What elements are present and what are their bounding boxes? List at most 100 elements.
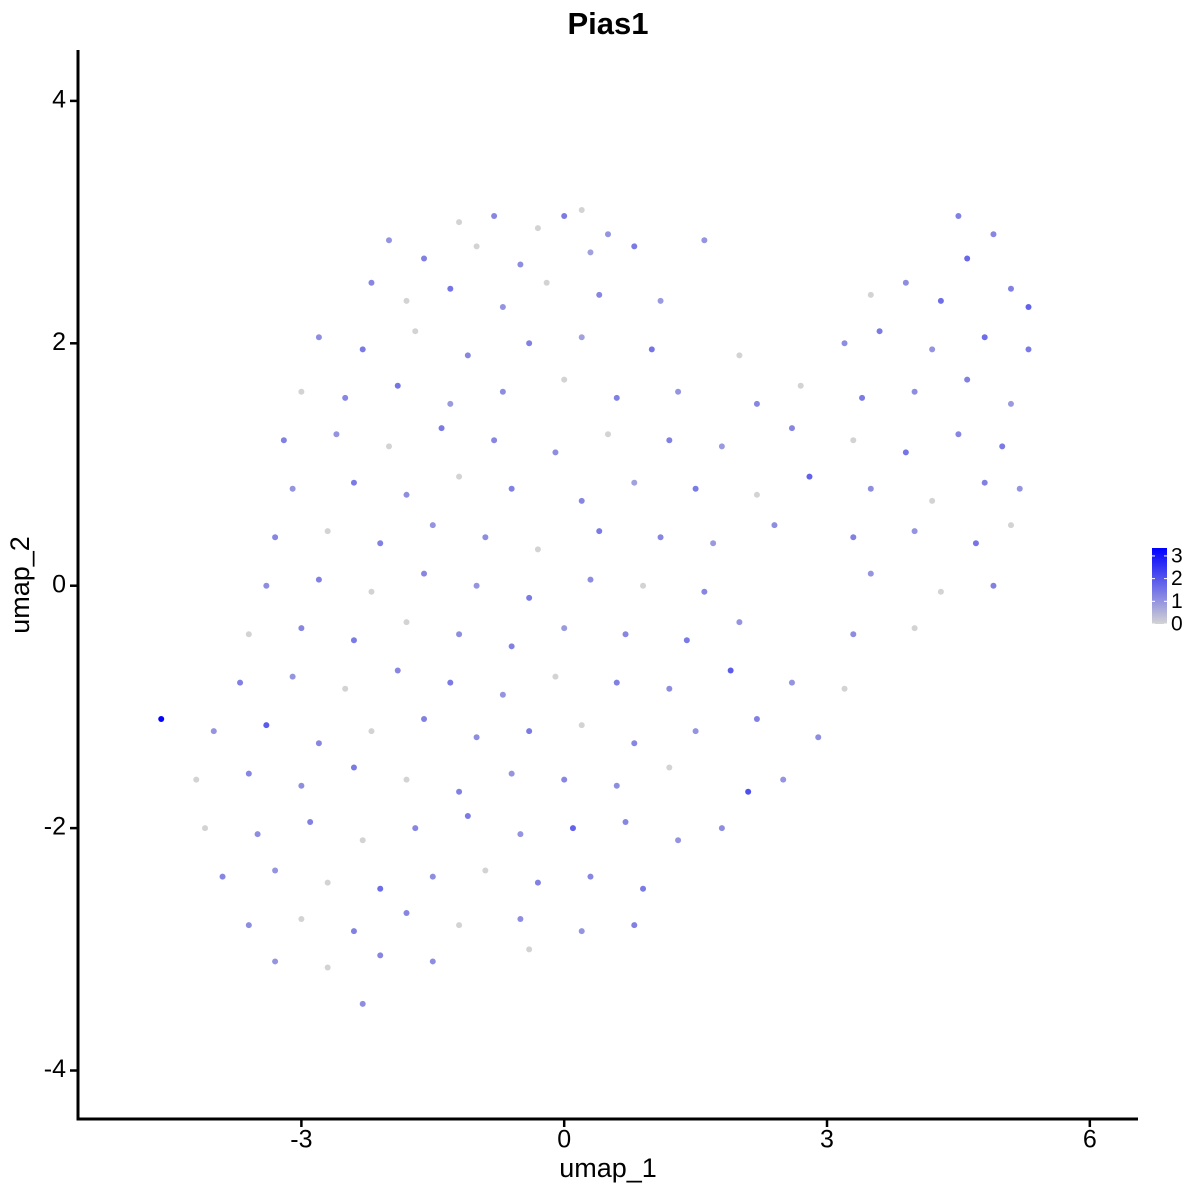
point xyxy=(403,909,410,916)
point xyxy=(788,679,795,686)
y-axis-title: umap_2 xyxy=(5,536,35,634)
point xyxy=(964,376,971,383)
point xyxy=(193,776,200,783)
point xyxy=(342,394,349,401)
point xyxy=(368,279,375,286)
point xyxy=(526,728,533,735)
point xyxy=(482,867,489,874)
point xyxy=(526,946,533,953)
point xyxy=(464,352,471,359)
x-tick-label: -3 xyxy=(290,1126,312,1154)
point xyxy=(491,213,498,220)
y-tick-label: 2 xyxy=(52,328,66,356)
colorbar-tick-label: 3 xyxy=(1171,544,1183,567)
point xyxy=(657,534,664,541)
point xyxy=(517,916,524,923)
point xyxy=(972,540,979,547)
point xyxy=(456,788,463,795)
colorbar-tick-label: 0 xyxy=(1171,613,1183,636)
point xyxy=(657,297,664,304)
point xyxy=(298,625,305,632)
point xyxy=(666,764,673,771)
point xyxy=(1007,285,1014,292)
point xyxy=(350,928,357,935)
point xyxy=(499,388,506,395)
point xyxy=(648,346,655,353)
point xyxy=(850,631,857,638)
point xyxy=(911,388,918,395)
colorbar-gradient xyxy=(1152,548,1167,624)
point xyxy=(237,679,244,686)
point xyxy=(613,394,620,401)
point xyxy=(753,491,760,498)
point xyxy=(508,770,515,777)
point xyxy=(377,540,384,547)
point xyxy=(385,237,392,244)
point xyxy=(324,964,331,971)
point xyxy=(745,788,752,795)
point xyxy=(272,958,279,965)
points xyxy=(158,206,1032,1007)
point xyxy=(447,679,454,686)
point xyxy=(631,922,638,929)
point xyxy=(508,643,515,650)
point xyxy=(289,673,296,680)
point xyxy=(403,619,410,626)
point xyxy=(929,497,936,504)
point xyxy=(333,431,340,438)
point xyxy=(499,303,506,310)
point xyxy=(438,425,445,432)
point xyxy=(613,679,620,686)
point xyxy=(622,631,629,638)
point xyxy=(377,885,384,892)
point xyxy=(298,388,305,395)
point xyxy=(245,631,252,638)
point xyxy=(350,479,357,486)
point xyxy=(561,625,568,632)
point xyxy=(421,570,428,577)
point xyxy=(815,734,822,741)
point xyxy=(456,631,463,638)
point xyxy=(850,534,857,541)
point xyxy=(631,243,638,250)
point xyxy=(990,231,997,238)
point xyxy=(666,437,673,444)
point xyxy=(272,867,279,874)
point xyxy=(902,279,909,286)
point xyxy=(359,346,366,353)
point xyxy=(272,534,279,541)
point xyxy=(929,346,936,353)
point xyxy=(718,443,725,450)
y-tick-label: -2 xyxy=(44,813,66,841)
point xyxy=(350,764,357,771)
point xyxy=(552,449,559,456)
point xyxy=(315,576,322,583)
point xyxy=(753,716,760,723)
point xyxy=(990,582,997,589)
point xyxy=(911,625,918,632)
point xyxy=(578,497,585,504)
point xyxy=(587,576,594,583)
point xyxy=(473,734,480,741)
point xyxy=(902,449,909,456)
point xyxy=(622,819,629,826)
point xyxy=(350,637,357,644)
point xyxy=(867,570,874,577)
point xyxy=(578,928,585,935)
point xyxy=(1025,346,1032,353)
point xyxy=(736,619,743,626)
point xyxy=(473,243,480,250)
point xyxy=(578,722,585,729)
point xyxy=(464,812,471,819)
point xyxy=(456,922,463,929)
point xyxy=(491,437,498,444)
point xyxy=(315,740,322,747)
point xyxy=(245,922,252,929)
point xyxy=(394,382,401,389)
point xyxy=(429,873,436,880)
point xyxy=(412,825,419,832)
point xyxy=(867,291,874,298)
point xyxy=(342,685,349,692)
